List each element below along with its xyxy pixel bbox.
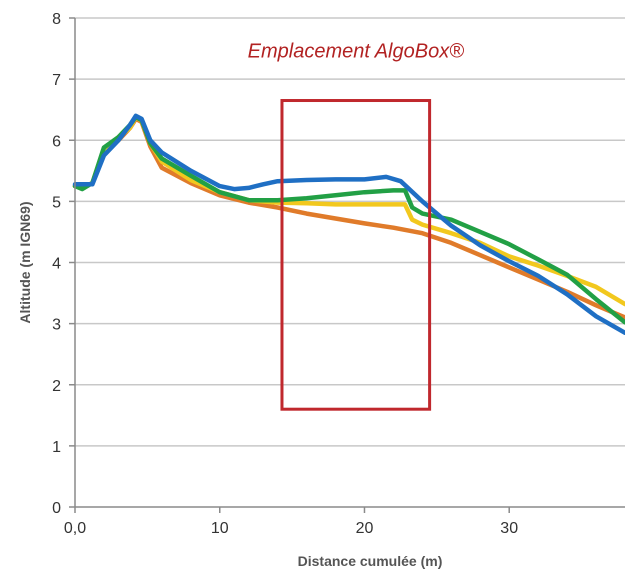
series-line-4 <box>72 113 625 336</box>
y-tick-label: 5 <box>52 194 61 211</box>
y-tick-label: 6 <box>52 133 61 150</box>
y-tick-label: 3 <box>52 317 61 334</box>
y-tick-label: 7 <box>52 72 61 89</box>
algobox-location-box <box>280 99 432 411</box>
annotations: Emplacement AlgoBox® <box>248 41 465 411</box>
series-lines <box>72 113 625 336</box>
y-tick-label: 4 <box>52 256 61 273</box>
y-tick-label: 1 <box>52 439 61 456</box>
x-tick-label: 0,0 <box>64 520 86 537</box>
x-axis-title: Distance cumulée (m) <box>298 553 443 569</box>
x-tick-label: 10 <box>211 520 229 537</box>
x-tick-label: 20 <box>356 520 374 537</box>
axes <box>69 17 625 513</box>
algobox-location-label: Emplacement AlgoBox® <box>248 41 465 63</box>
y-tick-label: 0 <box>52 500 61 517</box>
grid-lines <box>75 17 625 447</box>
x-tick-label: 30 <box>500 520 518 537</box>
y-tick-label: 8 <box>52 11 61 28</box>
y-axis-title: Altitude (m IGN69) <box>17 201 33 323</box>
y-tick-label: 2 <box>52 378 61 395</box>
tick-labels: 0 1 2 3 4 5 6 7 8 0,0 10 20 30 <box>52 11 518 537</box>
